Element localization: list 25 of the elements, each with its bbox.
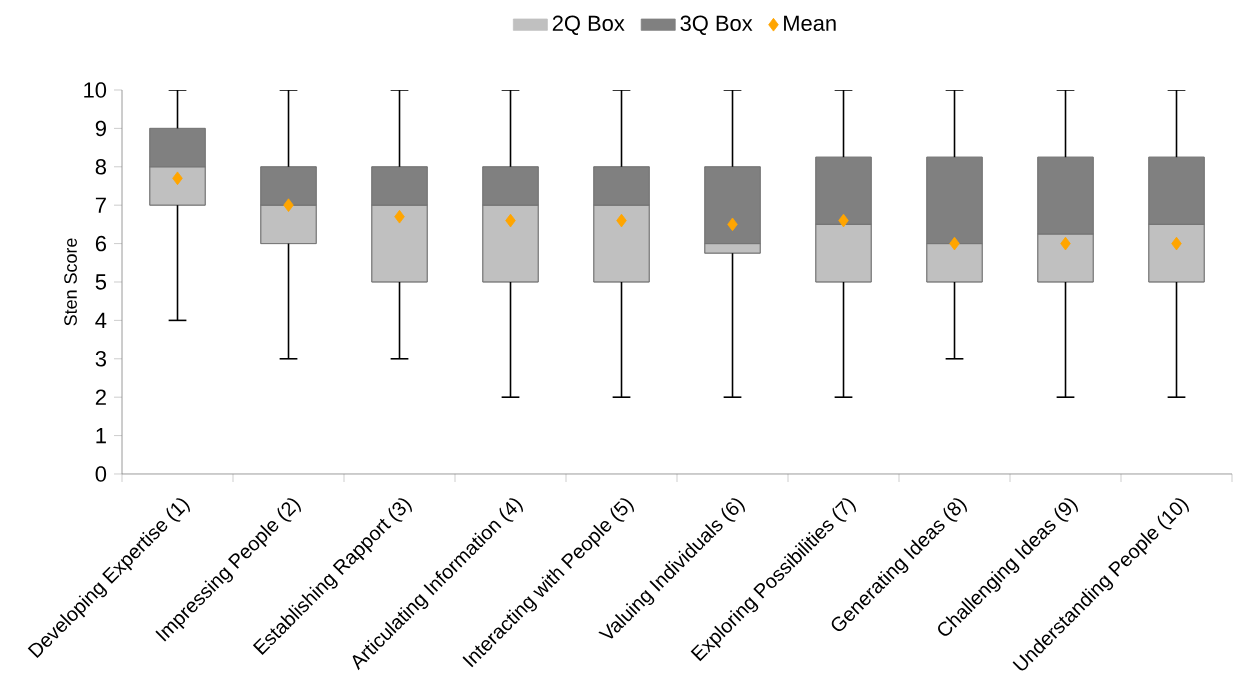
legend-label: Mean (784, 15, 836, 32)
point (1171, 236, 1182, 251)
point (616, 213, 627, 228)
y-tick-label: 10 (84, 82, 107, 98)
y-tick-label: 4 (95, 313, 107, 329)
point (838, 213, 849, 228)
y-tick-label: 3 (95, 351, 106, 367)
point (394, 210, 405, 224)
y-axis-title: Sten Score (64, 238, 77, 326)
point (1060, 236, 1071, 251)
y-tick-label: 6 (95, 236, 106, 252)
y-tick-label: 2 (95, 389, 106, 405)
y-tick-label: 1 (96, 428, 106, 444)
point (727, 217, 738, 232)
point (283, 198, 294, 213)
y-tick-label: 9 (95, 120, 106, 137)
y-tick-label: 0 (95, 466, 107, 482)
y-tick-label: 7 (95, 197, 106, 213)
point (949, 236, 960, 251)
legend-label: 3Q Box (680, 15, 753, 36)
y-tick-label: 8 (95, 159, 106, 175)
point (172, 171, 183, 186)
point (505, 213, 516, 228)
y-tick-label: 5 (95, 274, 107, 290)
legend-label: 2Q Box (552, 15, 625, 36)
